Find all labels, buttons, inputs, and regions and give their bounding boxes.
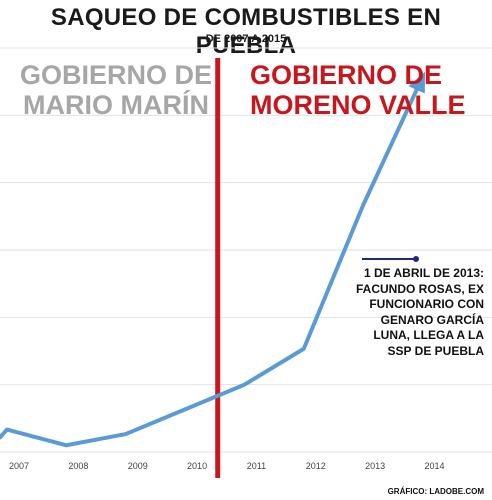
annotation-pointer-dot <box>412 255 419 262</box>
series-arrowhead <box>408 71 426 94</box>
gridlines <box>0 47 492 453</box>
series-line <box>0 75 425 448</box>
x-tick-label: 2010 <box>187 461 207 471</box>
x-tick-label: 2013 <box>365 461 385 471</box>
chart-subtitle: DE 2007 A 2015 <box>205 33 287 45</box>
x-tick-label: 2011 <box>247 461 266 471</box>
x-tick-label: 2009 <box>128 461 148 471</box>
x-tick-label: 2012 <box>306 461 326 471</box>
x-tick-label: 2007 <box>9 461 29 471</box>
annotation-marker <box>361 255 419 262</box>
x-tick-label: 2014 <box>424 461 444 471</box>
chart-title: SAQUEO DE COMBUSTIBLES EN PUEBLA <box>50 4 442 59</box>
annotation-text: 1 DE ABRIL DE 2013: FACUNDO ROSAS, EX FU… <box>355 266 484 358</box>
x-tick-labels: 2007 2008 2009 2010 2011 2012 2013 2014 <box>9 461 445 471</box>
period-label-moreno-valle: GOBIERNO DE MORENO VALLE <box>250 60 466 120</box>
period-label-marin: GOBIERNO DE MARIO MARÍN <box>19 60 213 120</box>
data-series <box>0 71 426 448</box>
x-tick-label: 2008 <box>68 461 88 471</box>
chart-credit: GRÁFICO: LADOBE.COM <box>387 487 484 496</box>
